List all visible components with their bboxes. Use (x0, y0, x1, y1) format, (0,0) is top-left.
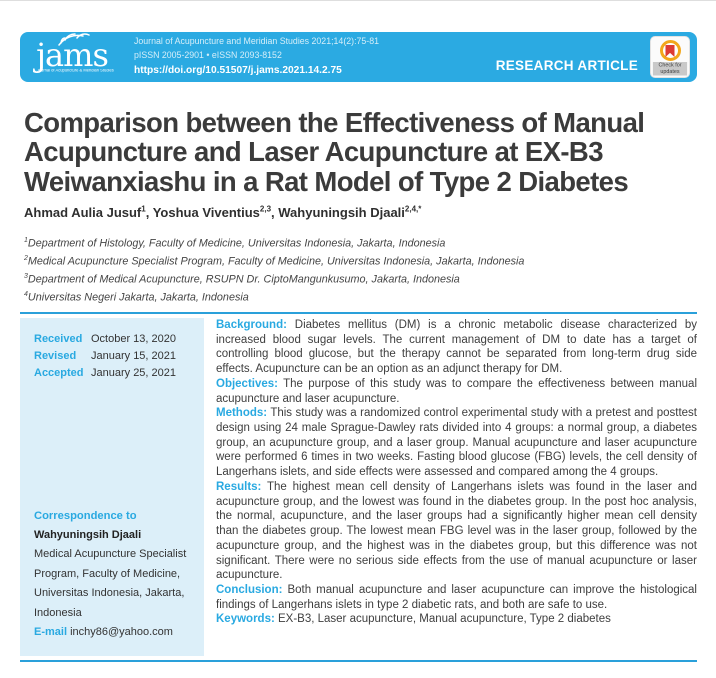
abstract-conclusion: Conclusion: Both manual acupuncture and … (216, 583, 697, 611)
author: Ahmad Aulia Jusuf1, (24, 205, 153, 221)
divider-bottom (20, 660, 697, 662)
email-label: E-mail (34, 626, 68, 639)
article-info-sidebar: Received October 13, 2020 Revised Januar… (20, 318, 204, 656)
affiliation: 1Department of Histology, Faculty of Med… (24, 237, 446, 250)
abstract-objectives: Objectives: The purpose of this study wa… (216, 377, 697, 405)
citation-block: Journal of Acupuncture and Meridian Stud… (124, 35, 379, 78)
abstract: Background: Diabetes mellitus (DM) is a … (204, 318, 697, 656)
email-link[interactable]: inchy86@yahoo.com (70, 626, 173, 639)
article-type-label: RESEARCH ARTICLE (495, 58, 638, 73)
logo-flourish-icon (58, 33, 90, 46)
keywords-line: Keywords: EX-B3, Laser acupuncture, Manu… (216, 613, 611, 626)
revised-date-row: Revised January 15, 2021 (34, 350, 177, 363)
correspondence-name: Wahyuningsih Djaali (34, 528, 142, 541)
accepted-date-row: Accepted January 25, 2021 (34, 367, 177, 380)
affiliation: 3Department of Medical Acupuncture, RSUP… (24, 273, 460, 286)
correspondence-email-row: E-mail inchy86@yahoo.com (34, 623, 192, 643)
author: Yoshua Viventius2,3, (152, 205, 279, 221)
correspondence-heading: Correspondence to (34, 509, 137, 522)
doi-link[interactable]: https://doi.org/10.51507/j.jams.2021.14.… (134, 64, 342, 76)
correspondence-block: Correspondence to Wahyuningsih Djaali Me… (34, 510, 192, 643)
history-dates: Received October 13, 2020 Revised Januar… (34, 331, 192, 382)
received-date-row: Received October 13, 2020 (34, 333, 177, 345)
content-row: Received October 13, 2020 Revised Januar… (20, 318, 697, 656)
bookmark-ribbon-icon (665, 45, 675, 57)
correspondence-address: Medical Acupuncture Specialist Program, … (34, 548, 187, 619)
logo-wordmark: jams (36, 36, 109, 75)
author-list: Ahmad Aulia Jusuf1, Yoshua Viventius2,3,… (24, 205, 421, 220)
title-line-1: Comparison between the Effectiveness of … (24, 107, 645, 138)
divider-top (20, 312, 697, 314)
issn-line: pISSN 2005-2901 • eISSN 2093-8152 (134, 50, 282, 61)
affiliation-list: 1Department of Histology, Faculty of Med… (24, 235, 524, 307)
affiliation: 4Universitas Negeri Jakarta, Jakarta, In… (24, 291, 249, 304)
abstract-results: Results: The highest mean cell density o… (216, 480, 697, 582)
affiliation: 2Medical Acupuncture Specialist Program,… (24, 255, 525, 268)
author: Wahyuningsih Djaali2,4,* (278, 205, 422, 221)
abstract-methods: Methods: This study was a randomized con… (216, 407, 697, 479)
crossmark-circle-icon (659, 40, 681, 61)
journal-logo: jams Journal of Acupuncture & Meridian S… (20, 33, 124, 75)
title-line-2: Acupuncture and Laser Acupuncture at EX-… (24, 136, 603, 168)
journal-header: jams Journal of Acupuncture & Meridian S… (20, 32, 697, 82)
logo-subtitle: Journal of Acupuncture & Meridian Studie… (36, 68, 114, 73)
page-title: Comparison between the Effectiveness of … (24, 107, 700, 197)
title-line-3: Weiwanxiashu in a Rat Model of Type 2 Di… (24, 165, 629, 197)
check-for-updates-badge[interactable]: Check for updates (650, 36, 690, 78)
badge-caption: Check for updates (652, 62, 688, 76)
citation-line: Journal of Acupuncture and Meridian Stud… (134, 36, 380, 47)
abstract-background: Background: Diabetes mellitus (DM) is a … (216, 319, 697, 376)
